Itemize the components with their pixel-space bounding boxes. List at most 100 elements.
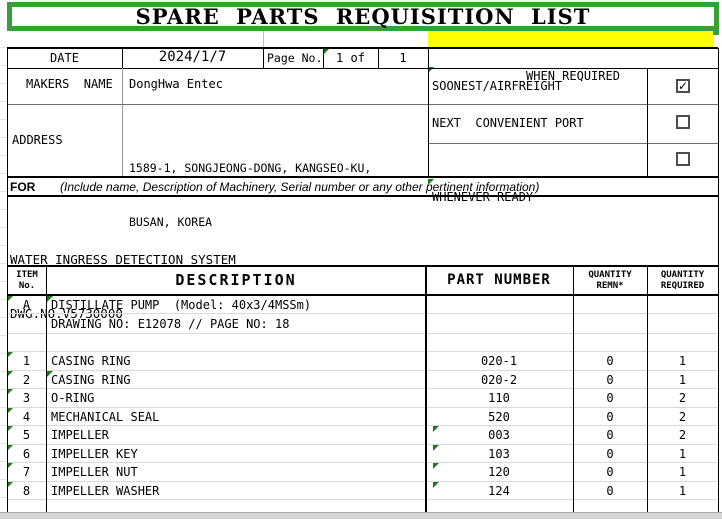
desc-cell: MECHANICAL SEAL [51,409,160,424]
checkbox-next-port[interactable] [676,115,690,129]
form-left-border [7,48,8,512]
option-whenever-cell: WHENEVER READY [428,179,647,212]
divider [7,47,718,49]
cell-flag-icon [7,463,13,469]
cell-flag-icon [433,463,439,469]
remn-cell: 0 [606,372,614,387]
item-cell: 4 [7,408,46,425]
cell-flag-icon [7,426,13,432]
address-value[interactable]: 1589-1, SONGJEONG-DONG, KANGSEO-KU, BUSA… [129,161,372,229]
bottom-sheet-strip [0,512,722,519]
table-row[interactable]: 1 CASING RING 020-1 0 1 [7,352,718,371]
cell-flag-icon [433,482,439,488]
remn-cell: 0 [606,428,614,442]
table-row[interactable]: 5 IMPELLER 003 0 2 [7,426,718,445]
divider [425,267,427,512]
cell-flag-icon [47,371,53,377]
cell-flag-icon [7,482,13,488]
item-cell: 1 [7,352,46,370]
option-soonest-label: SOONEST/AIRFREIGHT [432,79,563,93]
item-cell: 3 [7,389,46,407]
item-cell: 2 [7,371,46,388]
col-header-qty-remn: QUANTITY REMN* [588,269,632,291]
divider [46,267,47,512]
table-row[interactable]: 6 IMPELLER KEY 103 0 1 [7,445,718,463]
cell-flag-icon [433,445,439,451]
table-row[interactable]: 3 O-RING 110 0 2 [7,389,718,408]
part-cell: 520 [488,409,510,424]
cell-flag-icon [7,445,13,451]
table-row-empty[interactable] [7,334,718,352]
divider [7,294,718,296]
col-header-qty-required: QUANTITY REQUIRED [660,269,705,291]
date-label: DATE [50,51,79,65]
divider [7,265,718,267]
highlight-input-cell[interactable] [428,31,713,47]
desc-cell: IMPELLER KEY [51,446,138,461]
item-cell: 7 [7,463,46,481]
col-header-description: DESCRIPTION [175,271,297,289]
remn-cell: 0 [606,483,614,498]
req-cell: 1 [678,354,687,368]
cell-flag-icon [323,49,329,55]
green-border-notch [713,26,719,35]
req-cell: 1 [678,465,687,479]
desc-cell: IMPELLER [51,428,109,442]
divider [122,68,123,176]
desc-cell: IMPELLER NUT [51,465,138,479]
desc-cell: CASING RING [51,354,131,368]
col-header-part-number: PART NUMBER [447,272,551,288]
page-of-cell[interactable]: 1 of [323,49,378,67]
part-cell: 110 [488,391,510,405]
cell-flag-icon [428,67,434,73]
part-cell: 103 [425,445,573,462]
cell-flag-icon [7,352,13,358]
page-total-cell[interactable]: 1 [399,51,407,65]
remn-cell: 0 [606,465,614,479]
divider [573,267,574,512]
desc-cell: CASING RING [47,371,425,388]
divider [428,48,429,176]
part-cell: 020-2 [480,372,518,387]
divider [323,48,324,68]
address-label: ADDRESS [12,133,63,147]
form-right-border [718,48,719,512]
req-cell: 2 [678,391,687,405]
item-cell: 6 [7,445,46,462]
sheet-margin-strip [0,30,7,512]
divider [263,48,264,68]
option-next-port-label: NEXT CONVENIENT PORT [432,116,584,130]
divider [7,68,718,69]
divider [122,48,123,68]
cell-flag-icon [7,296,13,302]
date-value-cell[interactable]: 2024/1/7 [158,49,227,65]
table-row[interactable]: 4 MECHANICAL SEAL 520 0 2 [7,408,718,426]
cell-flag-icon [7,389,13,395]
cell-flag-icon [433,426,439,432]
item-cell: 8 [7,482,46,499]
table-row[interactable]: 7 IMPELLER NUT 120 0 1 [7,463,718,482]
table-row[interactable]: 8 IMPELLER WASHER 124 0 1 [7,482,718,500]
remn-cell: 0 [606,391,614,405]
divider [647,68,648,176]
checkbox-soonest[interactable]: ✓ [676,79,690,93]
part-cell: 124 [425,482,573,499]
divider [7,176,718,178]
checkbox-whenever[interactable] [676,152,690,166]
for-label: FOR [10,180,36,194]
table-row[interactable]: 2 CASING RING 020-2 0 1 [7,371,718,389]
table-row-group[interactable]: A DISTILLATE PUMP (Model: 40x3/4MSSm) [7,296,718,314]
page-title: SPARE PARTS REQUISITION LIST [135,4,591,29]
divider [428,143,718,144]
req-cell: 2 [678,428,687,442]
page-no-label: Page No. [267,51,323,65]
part-cell: 020-1 [480,354,518,368]
item-cell: 5 [7,426,46,444]
table-row-empty[interactable] [7,500,718,512]
makers-name-value[interactable]: DongHwa Entec [129,77,223,91]
part-cell: 120 [425,463,573,481]
table-row-drawing[interactable]: DRAWING NO: E12078 // PAGE NO: 18 [7,315,718,334]
group-item-cell: A [7,296,46,313]
cell-flag-icon [428,179,434,185]
remn-cell: 0 [606,354,614,368]
